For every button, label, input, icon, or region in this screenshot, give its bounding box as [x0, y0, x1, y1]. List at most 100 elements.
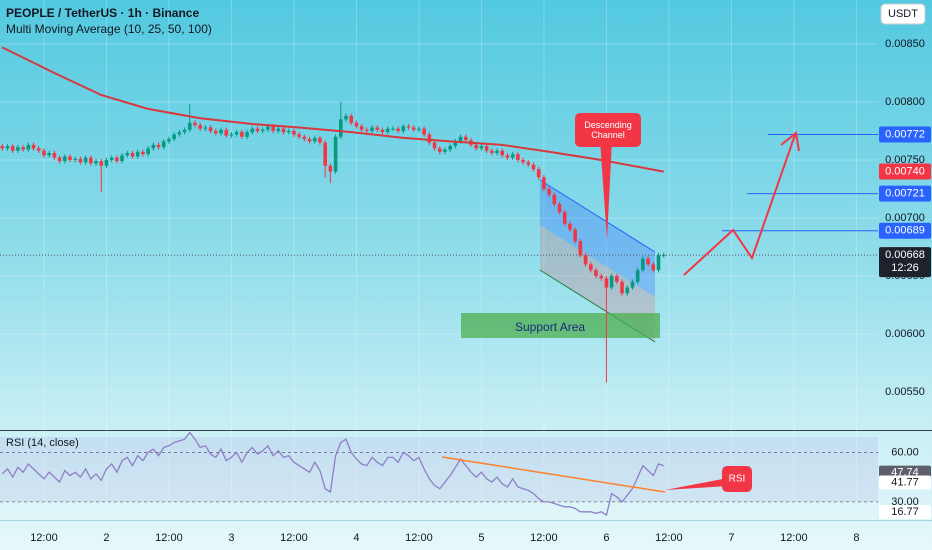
candle-body: [255, 128, 260, 131]
candle-body: [115, 157, 119, 162]
candle-body: [167, 139, 171, 142]
support-label: Support Area: [515, 320, 585, 334]
x-tick-label: 2: [103, 532, 109, 544]
channel-upper-fill: [540, 180, 655, 297]
candle-body: [505, 155, 510, 158]
ma-tag-label: 0.00740: [885, 165, 925, 177]
candle-body: [573, 229, 577, 242]
candle-body: [99, 161, 104, 166]
callout-pointer: [600, 140, 612, 240]
level-tag: [879, 222, 931, 239]
rsi-tag: [879, 505, 931, 519]
candle-body: [10, 146, 15, 151]
candle-body: [62, 156, 67, 162]
x-tick-label: 12:00: [530, 532, 558, 544]
candle-body: [401, 126, 406, 131]
channel-lower-fill: [540, 225, 655, 342]
candle-body: [406, 126, 411, 128]
candle-body: [0, 146, 5, 149]
x-tick-label: 7: [728, 532, 734, 544]
candle-body: [214, 130, 218, 134]
candle-body: [208, 127, 213, 131]
candle-body: [354, 122, 359, 127]
candle-body: [21, 147, 25, 150]
candle-body: [104, 159, 109, 166]
candle-body: [78, 158, 83, 163]
candle-body: [474, 144, 479, 149]
y-tick-label: 0.00550: [885, 386, 925, 398]
x-tick-label: 5: [478, 532, 484, 544]
moving-average: [1, 46, 664, 173]
candle-body: [458, 136, 463, 142]
candle-body: [516, 154, 520, 160]
candle-body: [396, 128, 400, 131]
x-tick-label: 12:00: [780, 532, 808, 544]
x-tick-label: 4: [353, 532, 359, 544]
candle-body: [625, 287, 630, 294]
candle-body: [651, 264, 656, 271]
candle-body: [31, 144, 36, 149]
candle-body: [526, 162, 531, 165]
rsi-tag-label: 16.77: [891, 506, 919, 518]
channel-callout-label: Descending Channel: [584, 120, 632, 140]
candle-body: [463, 136, 468, 141]
y-tick-label: 0.00850: [885, 38, 925, 50]
candle-body: [333, 136, 338, 172]
candle-body: [510, 154, 515, 158]
candle-body: [339, 119, 343, 137]
candle-body: [271, 126, 275, 131]
candle-body: [635, 270, 640, 282]
x-tick-label: 3: [228, 532, 234, 544]
candle-body: [219, 129, 223, 134]
candle-body: [521, 159, 525, 163]
currency-button[interactable]: [880, 3, 926, 25]
symbol-title: PEOPLE / TetherUS · 1h · Binance: [6, 6, 199, 20]
rsi-tick-label: 30.00: [891, 496, 919, 508]
level-tag-label: 0.00721: [885, 188, 925, 200]
candle-body: [500, 150, 505, 156]
candle-body: [16, 147, 20, 151]
level-tag-label: 0.00772: [885, 128, 925, 140]
candle-body: [453, 141, 458, 147]
rsi-line: [1, 431, 664, 517]
candle-body: [490, 150, 494, 153]
candle-body: [26, 144, 31, 150]
rsi-callout-pointer: [665, 478, 728, 490]
x-tick-label: 12:00: [655, 532, 683, 544]
rsi-title: RSI (14, close): [6, 437, 79, 449]
callout-box: [575, 113, 641, 147]
candle-body: [630, 281, 635, 288]
candle-body: [542, 177, 546, 189]
currency-label[interactable]: USDT: [888, 8, 918, 20]
candle-body: [42, 150, 46, 156]
candle-body: [5, 146, 10, 149]
candle-body: [240, 132, 244, 137]
candle-body: [323, 142, 327, 166]
candle-body: [318, 137, 322, 143]
candle-body: [604, 278, 609, 288]
rsi-tag-label: 41.77: [891, 476, 919, 488]
candle-body: [161, 141, 166, 148]
candle-body: [646, 258, 650, 265]
candle-body: [656, 255, 661, 271]
candle-body: [609, 275, 614, 288]
candle-body: [427, 134, 432, 143]
candle-body: [266, 126, 270, 130]
candle-body: [552, 194, 557, 205]
candle-body: [536, 169, 541, 178]
candle-body: [245, 132, 249, 137]
candle-body: [437, 148, 442, 152]
candle-body: [120, 155, 124, 162]
level-tag-label: 0.00689: [885, 225, 925, 237]
y-tick-label: 0.00600: [885, 328, 925, 340]
y-tick-label: 0.00800: [885, 96, 925, 108]
candle-body: [344, 115, 348, 120]
candle-body: [89, 157, 93, 164]
candle-body: [151, 144, 156, 149]
candle-body: [641, 258, 645, 271]
ma-tag: [879, 163, 931, 180]
candle-body: [432, 142, 437, 149]
grid: [0, 452, 878, 503]
y-tick-label: 0.00700: [885, 212, 925, 224]
x-tick-label: 8: [853, 532, 859, 544]
